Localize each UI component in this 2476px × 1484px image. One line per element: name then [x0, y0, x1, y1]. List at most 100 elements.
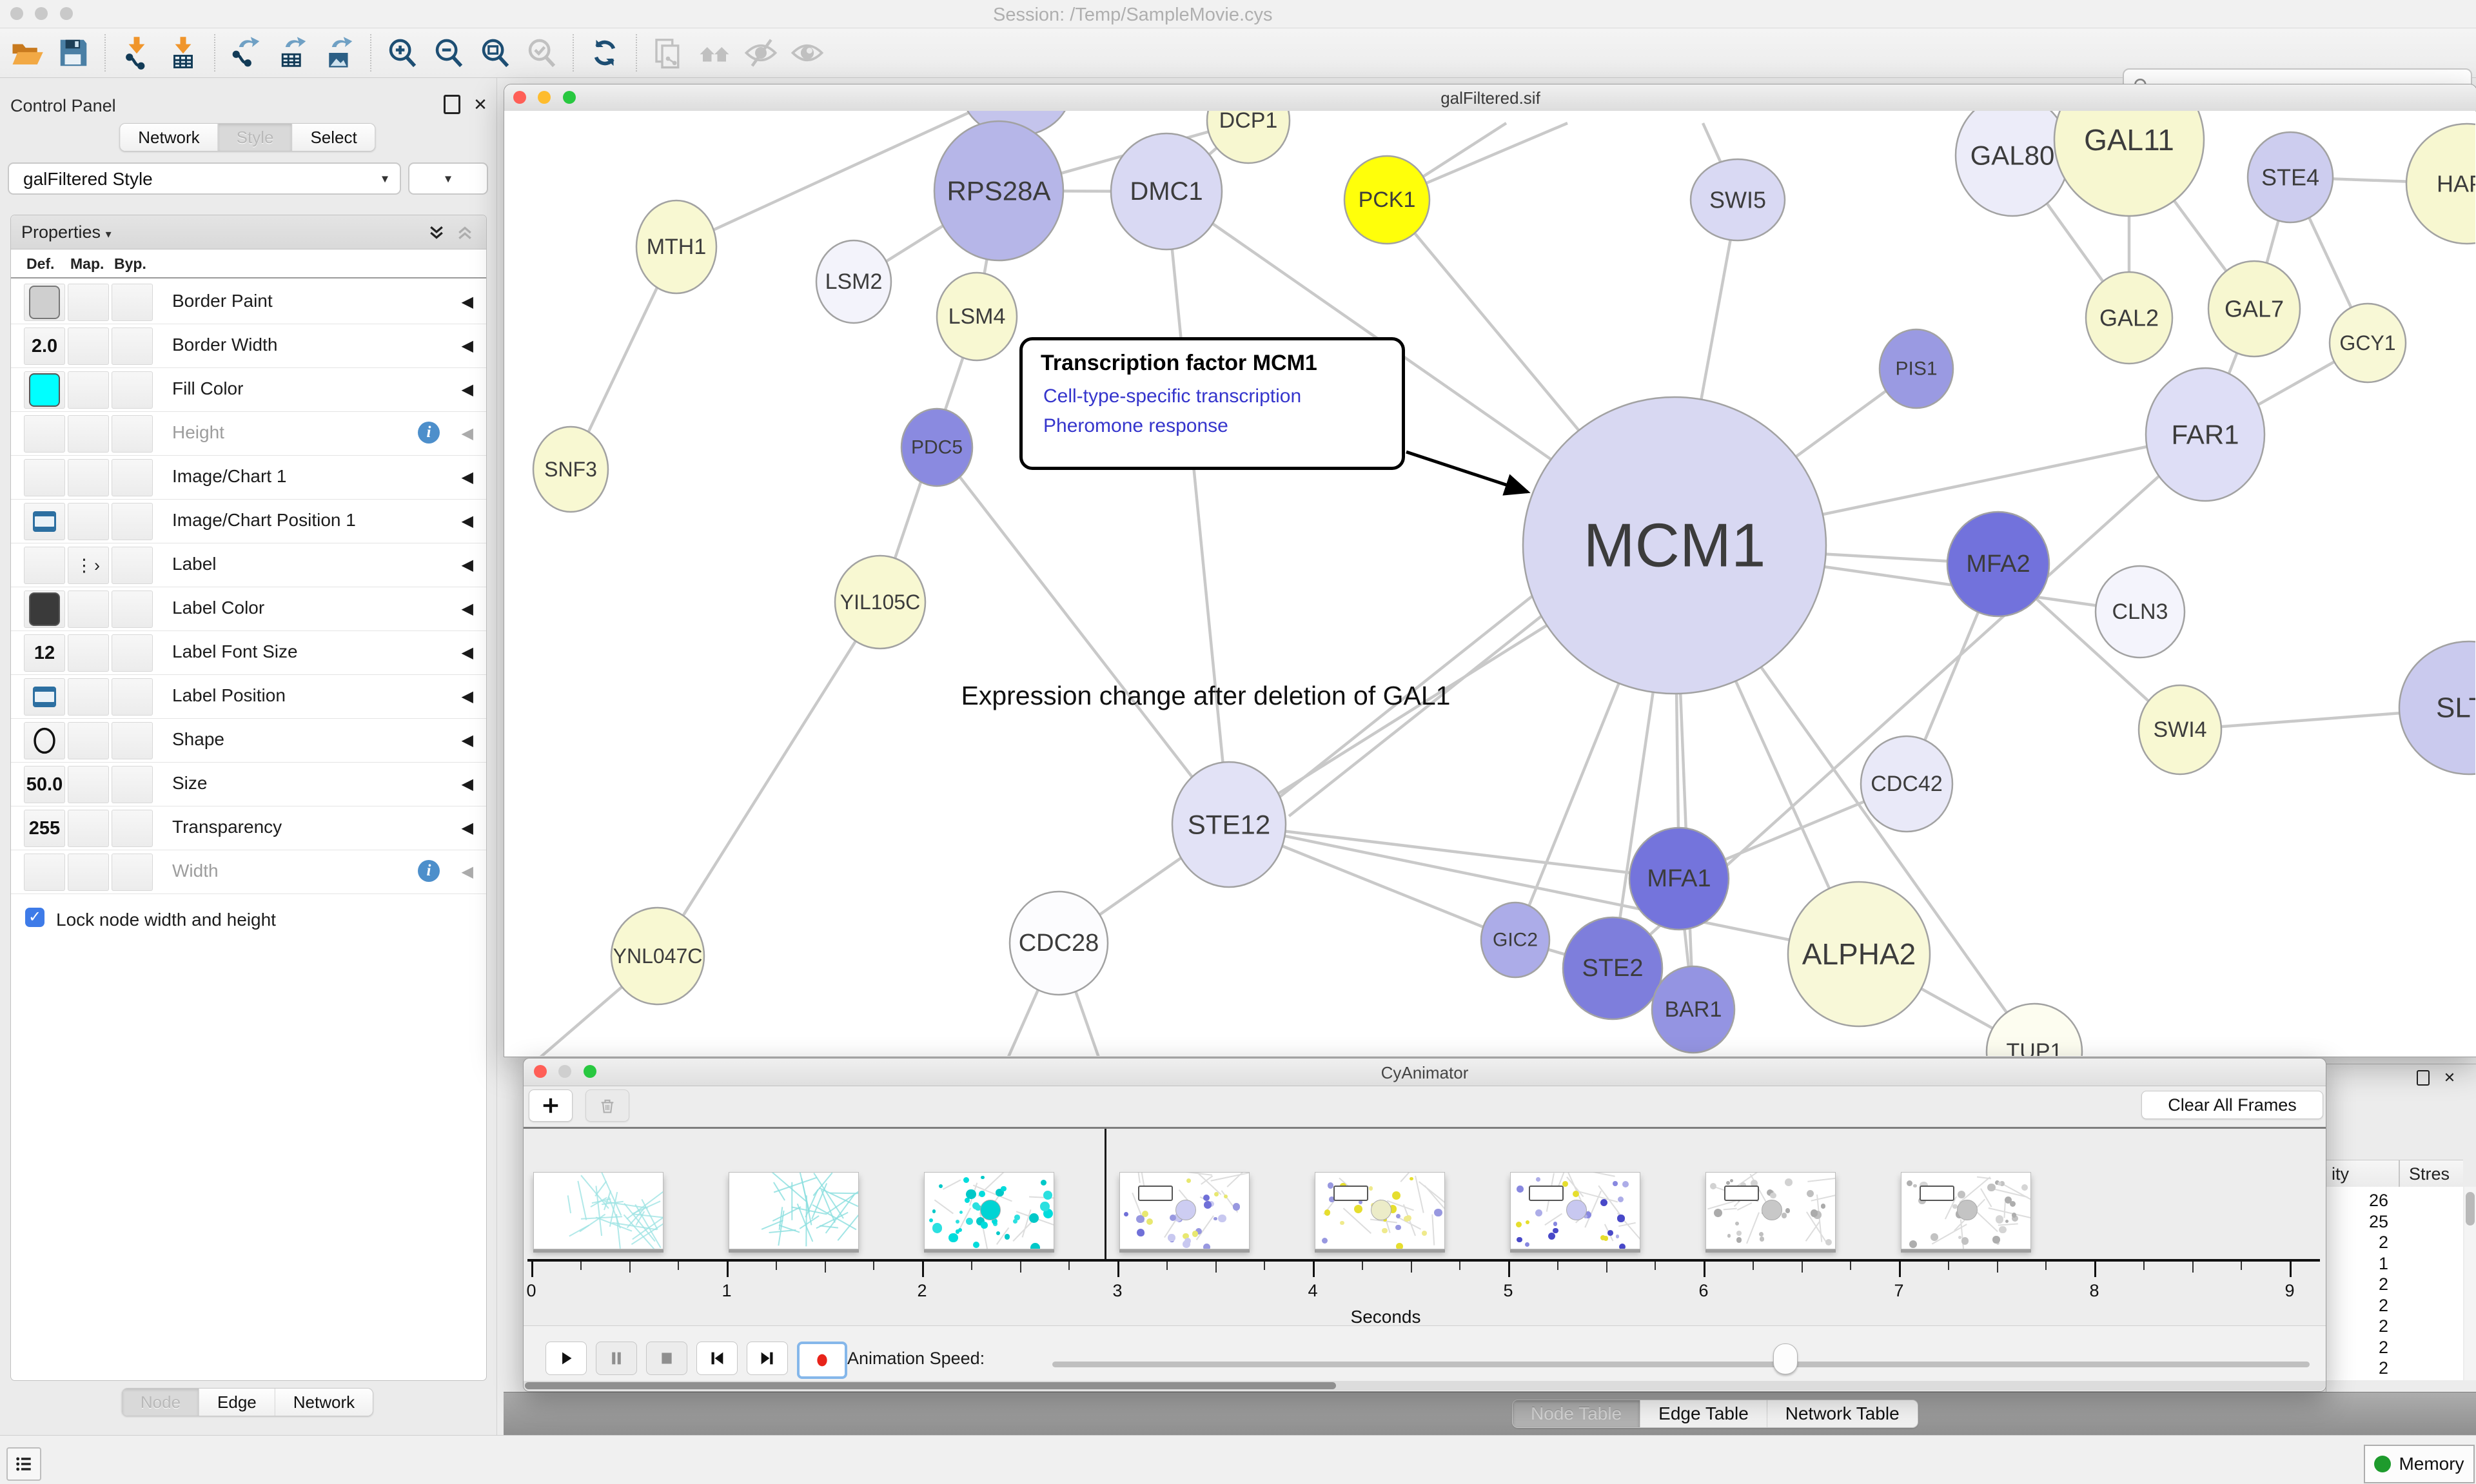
network-node-gal7[interactable]: GAL7	[2207, 260, 2301, 358]
property-row-label-font-size[interactable]: 12 Label Font Size ◀	[11, 630, 486, 675]
animation-speed-slider[interactable]	[1052, 1362, 2310, 1367]
mapping-cell[interactable]: ⋮›	[68, 547, 109, 584]
close-window-icon[interactable]	[534, 1065, 547, 1078]
network-node-ste12[interactable]: STE12	[1171, 761, 1287, 888]
network-node-yil105c[interactable]: YIL105C	[834, 554, 927, 650]
minimize-window-icon[interactable]	[558, 1065, 572, 1078]
network-edge[interactable]	[1288, 610, 1548, 817]
table-cell[interactable]: 2	[2378, 1233, 2388, 1252]
lock-size-row[interactable]: ✓ Lock node width and height	[11, 901, 486, 945]
bypass-cell[interactable]	[112, 371, 153, 409]
timeline-frame-3[interactable]	[1119, 1172, 1250, 1249]
property-row-image-chart-position-1[interactable]: Image/Chart Position 1 ◀	[11, 499, 486, 543]
network-node-swi4[interactable]: SWI4	[2137, 684, 2223, 776]
network-node-dmc1[interactable]: DMC1	[1110, 132, 1223, 251]
network-node-far1[interactable]: FAR1	[2145, 367, 2266, 502]
network-node-mfa1[interactable]: MFA1	[1628, 826, 1730, 931]
network-node-cln3[interactable]: CLN3	[2094, 565, 2186, 659]
network-edge[interactable]	[1276, 587, 1543, 800]
tab-node[interactable]: Node	[122, 1389, 200, 1416]
animation-speed-slider-handle[interactable]	[1773, 1343, 1798, 1374]
pause-icon[interactable]	[596, 1342, 637, 1375]
default-value-cell[interactable]: 50.0	[24, 766, 65, 803]
network-node-bar1[interactable]: BAR1	[1651, 965, 1736, 1054]
timeline-frame-1[interactable]	[729, 1172, 859, 1249]
default-value-cell[interactable]	[24, 459, 65, 496]
default-value-cell[interactable]	[24, 722, 65, 759]
app-window-controls[interactable]	[10, 7, 82, 23]
table-cell[interactable]: 1	[2378, 1253, 2388, 1273]
timeline-frame-2[interactable]	[924, 1172, 1054, 1249]
expand-property-icon[interactable]: ◀	[461, 556, 473, 574]
default-value-cell[interactable]: 2.0	[24, 327, 65, 365]
bypass-cell[interactable]	[112, 327, 153, 365]
tab-node-table[interactable]: Node Table	[1513, 1400, 1641, 1427]
mapping-cell[interactable]	[68, 722, 109, 759]
timeline-scrollbar[interactable]	[524, 1381, 2326, 1391]
mapping-cell[interactable]	[68, 810, 109, 847]
minimize-window-icon[interactable]	[538, 91, 551, 104]
bypass-cell[interactable]	[112, 591, 153, 628]
annotation-link[interactable]: Cell-type-specific transcription	[1043, 386, 1302, 407]
bypass-cell[interactable]	[112, 459, 153, 496]
minimize-window-icon[interactable]	[35, 7, 48, 20]
zoom-fit-icon[interactable]	[472, 32, 518, 73]
network-node-mth1[interactable]: MTH1	[635, 199, 718, 295]
collapse-all-icon[interactable]	[455, 223, 475, 242]
expand-property-icon[interactable]: ◀	[461, 425, 473, 442]
network-node-ynl047c[interactable]: YNL047C	[610, 906, 705, 1006]
network-edge[interactable]	[1228, 823, 1860, 956]
network-node-ste2[interactable]: STE2	[1562, 916, 1664, 1020]
expand-property-icon[interactable]: ◀	[461, 863, 473, 881]
network-node-pis1[interactable]: PIS1	[1878, 328, 1954, 409]
table-cell[interactable]: 2	[2378, 1337, 2388, 1357]
save-session-icon[interactable]	[50, 32, 97, 73]
property-row-label[interactable]: ⋮› Label ◀	[11, 543, 486, 587]
table-cell[interactable]: 25	[2368, 1211, 2388, 1231]
mapping-cell[interactable]	[68, 634, 109, 672]
play-icon[interactable]	[545, 1342, 587, 1375]
timeline-playhead[interactable]	[1105, 1129, 1106, 1260]
expand-property-icon[interactable]: ◀	[461, 819, 473, 837]
expand-property-icon[interactable]: ◀	[461, 688, 473, 705]
mapping-cell[interactable]	[68, 284, 109, 321]
table-cell[interactable]: 2	[2378, 1358, 2388, 1378]
default-value-cell[interactable]	[24, 284, 65, 321]
tab-network[interactable]: Network	[275, 1389, 373, 1416]
property-row-border-paint[interactable]: Border Paint ◀	[11, 280, 486, 324]
default-value-cell[interactable]	[24, 415, 65, 453]
export-network-icon[interactable]	[223, 32, 270, 73]
close-panel-icon[interactable]: ✕	[2443, 1069, 2456, 1086]
timeline-frame-4[interactable]	[1315, 1172, 1445, 1249]
network-node-gal11[interactable]: GAL11	[2053, 111, 2205, 217]
style-selector[interactable]: galFiltered Style ▾	[8, 162, 401, 195]
default-value-cell[interactable]	[24, 591, 65, 628]
skip-end-icon[interactable]	[747, 1342, 788, 1375]
network-edge[interactable]	[1164, 191, 1231, 825]
property-row-height[interactable]: Height i ◀	[11, 411, 486, 456]
bypass-cell[interactable]	[112, 284, 153, 321]
property-row-fill-color[interactable]: Fill Color ◀	[11, 367, 486, 412]
network-node-gal2[interactable]: GAL2	[2085, 271, 2174, 365]
default-value-cell[interactable]	[24, 371, 65, 409]
network-node-rps28a[interactable]: RPS28A	[933, 120, 1065, 262]
mapping-cell[interactable]	[68, 503, 109, 540]
zoom-window-icon[interactable]	[562, 91, 576, 104]
default-value-cell[interactable]	[24, 854, 65, 891]
network-node-cdc28[interactable]: CDC28	[1008, 890, 1109, 996]
bypass-cell[interactable]	[112, 547, 153, 584]
zoom-in-icon[interactable]	[379, 32, 426, 73]
expand-property-icon[interactable]: ◀	[461, 644, 473, 661]
cyanimator-titlebar[interactable]: CyAnimator	[524, 1059, 2326, 1086]
expand-property-icon[interactable]: ◀	[461, 337, 473, 355]
network-node-pck1[interactable]: PCK1	[1343, 155, 1431, 245]
network-node-hap2[interactable]: HAP2	[2405, 122, 2475, 245]
import-network-icon[interactable]	[113, 32, 160, 73]
property-row-shape[interactable]: Shape ◀	[11, 718, 486, 763]
property-row-border-width[interactable]: 2.0 Border Width ◀	[11, 324, 486, 368]
table-cell[interactable]: 26	[2368, 1191, 2388, 1210]
mapping-cell[interactable]	[68, 371, 109, 409]
network-node-snf3[interactable]: SNF3	[532, 425, 609, 513]
tab-network-table[interactable]: Network Table	[1767, 1400, 1918, 1427]
close-panel-icon[interactable]: ✕	[473, 95, 487, 114]
